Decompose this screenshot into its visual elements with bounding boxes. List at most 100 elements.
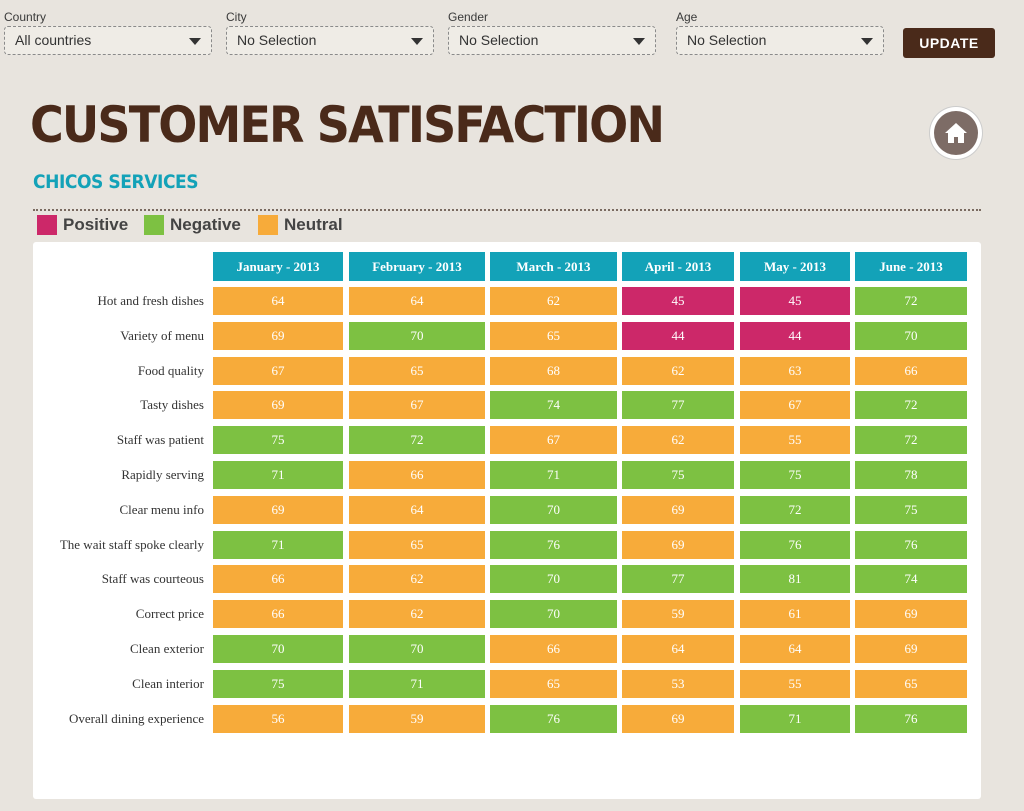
score-cell: 66: [855, 357, 967, 385]
score-cell: 75: [855, 496, 967, 524]
legend-label-neutral: Neutral: [284, 215, 343, 234]
row-label: Staff was patient: [116, 432, 204, 447]
score-cell: 76: [490, 531, 617, 559]
score-cell: 44: [622, 322, 734, 350]
score-cell: 65: [490, 322, 617, 350]
score-cell: 65: [349, 357, 485, 385]
score-cell: 67: [349, 391, 485, 419]
score-cell: 64: [349, 496, 485, 524]
score-cell: 71: [490, 461, 617, 489]
score-cell: 70: [490, 496, 617, 524]
score-cell: 72: [855, 287, 967, 315]
age-select-value: No Selection: [687, 32, 767, 48]
score-cell: 70: [349, 322, 485, 350]
row-label: Food quality: [137, 363, 204, 378]
row-label: Rapidly serving: [121, 467, 204, 482]
score-cell: 64: [349, 287, 485, 315]
score-cell: 56: [213, 705, 343, 733]
score-cell: 70: [490, 600, 617, 628]
score-cell: 76: [740, 531, 850, 559]
column-header: February - 2013: [349, 252, 485, 281]
score-cell: 69: [622, 705, 734, 733]
filter-label-city: City: [226, 10, 247, 24]
score-cell: 78: [855, 461, 967, 489]
score-cell: 77: [622, 391, 734, 419]
score-cell: 69: [855, 600, 967, 628]
home-icon: [945, 123, 967, 143]
chevron-down-icon: [633, 38, 645, 45]
score-cell: 53: [622, 670, 734, 698]
score-cell: 70: [349, 635, 485, 663]
score-cell: 62: [622, 357, 734, 385]
score-cell: 45: [740, 287, 850, 315]
score-cell: 62: [490, 287, 617, 315]
score-cell: 72: [855, 426, 967, 454]
score-cell: 70: [490, 565, 617, 593]
row-label: Clean interior: [132, 676, 204, 691]
score-cell: 75: [213, 670, 343, 698]
score-cell: 62: [349, 600, 485, 628]
score-cell: 66: [349, 461, 485, 489]
score-cell: 72: [349, 426, 485, 454]
filter-gender: Gender No Selection: [448, 8, 656, 55]
home-button[interactable]: [930, 107, 982, 159]
chevron-down-icon: [861, 38, 873, 45]
score-cell: 59: [349, 705, 485, 733]
legend-label-negative: Negative: [170, 215, 241, 234]
filter-country: Country All countries: [4, 8, 212, 55]
country-select[interactable]: All countries: [4, 26, 212, 55]
score-cell: 66: [490, 635, 617, 663]
legend-label-positive: Positive: [63, 215, 129, 234]
row-label: Correct price: [135, 606, 204, 621]
score-cell: 67: [740, 391, 850, 419]
score-cell: 71: [213, 461, 343, 489]
score-cell: 63: [740, 357, 850, 385]
filter-label-country: Country: [4, 10, 47, 24]
score-cell: 55: [740, 670, 850, 698]
score-cell: 66: [213, 600, 343, 628]
section-subtitle: CHICOS SERVICES: [33, 171, 199, 193]
score-cell: 69: [213, 496, 343, 524]
score-cell: 71: [740, 705, 850, 733]
score-cell: 45: [622, 287, 734, 315]
score-cell: 69: [622, 531, 734, 559]
score-cell: 68: [490, 357, 617, 385]
score-cell: 64: [622, 635, 734, 663]
gender-select[interactable]: No Selection: [448, 26, 656, 55]
filter-age: Age No Selection: [676, 8, 884, 55]
legend-swatch-neutral: [258, 215, 278, 235]
legend-swatch-negative: [144, 215, 164, 235]
filter-label-age: Age: [676, 10, 698, 24]
score-cell: 77: [622, 565, 734, 593]
score-cell: 71: [213, 531, 343, 559]
chevron-down-icon: [189, 38, 201, 45]
column-header: March - 2013: [490, 252, 617, 281]
score-cell: 61: [740, 600, 850, 628]
divider: [33, 209, 981, 211]
score-cell: 55: [740, 426, 850, 454]
column-header: May - 2013: [740, 252, 850, 281]
score-cell: 69: [213, 322, 343, 350]
row-label: The wait staff spoke clearly: [59, 537, 204, 552]
score-cell: 71: [349, 670, 485, 698]
score-cell: 67: [213, 357, 343, 385]
score-cell: 65: [855, 670, 967, 698]
score-cell: 74: [490, 391, 617, 419]
row-label: Variety of menu: [120, 328, 204, 343]
city-select[interactable]: No Selection: [226, 26, 434, 55]
update-button[interactable]: UPDATE: [903, 28, 995, 58]
column-header: January - 2013: [213, 252, 343, 281]
score-cell: 64: [740, 635, 850, 663]
score-cell: 44: [740, 322, 850, 350]
score-cell: 81: [740, 565, 850, 593]
satisfaction-table: January - 2013 February - 2013 March - 201…: [33, 242, 981, 799]
score-cell: 62: [622, 426, 734, 454]
score-cell: 72: [740, 496, 850, 524]
score-cell: 65: [349, 531, 485, 559]
score-cell: 69: [622, 496, 734, 524]
gender-select-value: No Selection: [459, 32, 539, 48]
filter-bar: Country All countries City No Selection …: [0, 8, 1024, 60]
row-label: Clear menu info: [119, 502, 204, 517]
age-select[interactable]: No Selection: [676, 26, 884, 55]
score-cell: 66: [213, 565, 343, 593]
